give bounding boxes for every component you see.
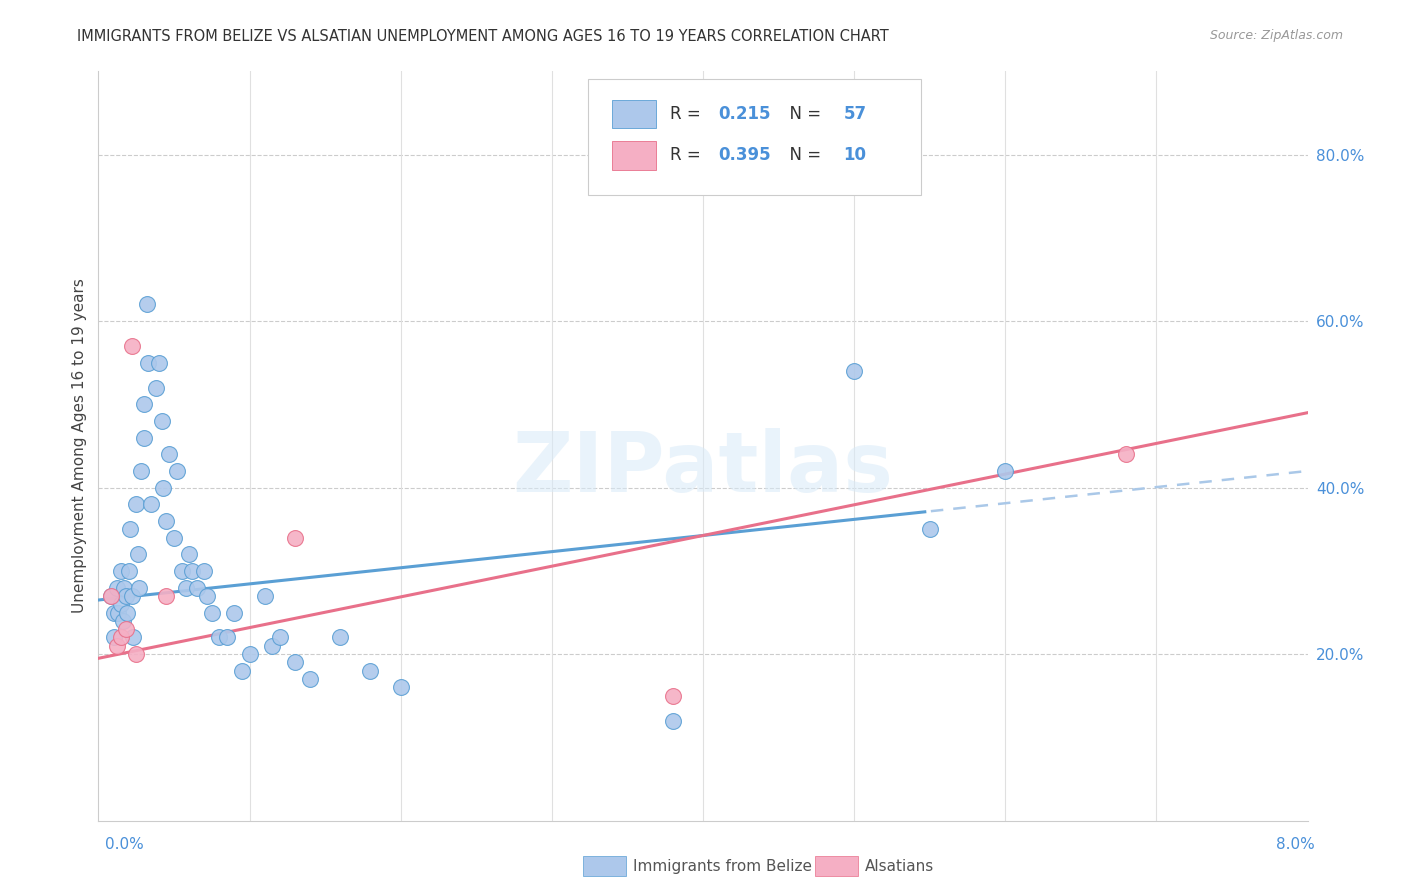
Point — [201, 606, 224, 620]
Point — [132, 431, 155, 445]
Point — [231, 664, 253, 678]
Point — [125, 497, 148, 511]
Point — [148, 356, 170, 370]
Text: R =: R = — [671, 146, 706, 164]
Text: Immigrants from Belize: Immigrants from Belize — [633, 859, 811, 873]
Point — [114, 589, 136, 603]
Point — [132, 397, 155, 411]
Point — [208, 631, 231, 645]
Text: 57: 57 — [844, 105, 866, 123]
FancyBboxPatch shape — [613, 100, 655, 128]
Text: N =: N = — [779, 105, 827, 123]
Point — [284, 531, 307, 545]
Point — [103, 606, 125, 620]
Point — [110, 631, 132, 645]
Point — [120, 522, 142, 536]
Point — [121, 339, 143, 353]
Text: IMMIGRANTS FROM BELIZE VS ALSATIAN UNEMPLOYMENT AMONG AGES 16 TO 19 YEARS CORREL: IMMIGRANTS FROM BELIZE VS ALSATIAN UNEMP… — [77, 29, 889, 44]
Point — [186, 581, 208, 595]
FancyBboxPatch shape — [613, 141, 655, 169]
Point — [224, 606, 246, 620]
Text: Alsatians: Alsatians — [865, 859, 934, 873]
Point — [253, 589, 276, 603]
Point — [128, 581, 150, 595]
Point — [163, 531, 186, 545]
Point — [193, 564, 215, 578]
Point — [127, 547, 149, 561]
Point — [118, 564, 141, 578]
Point — [152, 481, 174, 495]
Point — [166, 464, 188, 478]
Point — [661, 689, 683, 703]
Point — [100, 589, 122, 603]
Point — [299, 672, 322, 686]
Point — [159, 447, 181, 461]
Point — [360, 664, 382, 678]
Point — [269, 631, 291, 645]
Point — [129, 464, 152, 478]
Point — [111, 614, 134, 628]
Text: 10: 10 — [844, 146, 866, 164]
Point — [125, 647, 148, 661]
Point — [155, 514, 177, 528]
Text: N =: N = — [779, 146, 827, 164]
Point — [136, 356, 159, 370]
Y-axis label: Unemployment Among Ages 16 to 19 years: Unemployment Among Ages 16 to 19 years — [72, 278, 87, 614]
Text: 0.395: 0.395 — [718, 146, 772, 164]
Text: 8.0%: 8.0% — [1275, 838, 1315, 852]
Point — [215, 631, 238, 645]
Point — [115, 606, 138, 620]
Point — [110, 597, 132, 611]
Point — [150, 414, 173, 428]
Point — [105, 581, 128, 595]
Text: Source: ZipAtlas.com: Source: ZipAtlas.com — [1209, 29, 1343, 42]
Point — [100, 589, 122, 603]
Text: 0.215: 0.215 — [718, 105, 772, 123]
Text: 0.0%: 0.0% — [105, 838, 145, 852]
Point — [145, 381, 167, 395]
Point — [284, 656, 307, 670]
Point — [181, 564, 204, 578]
Point — [918, 522, 941, 536]
Point — [121, 589, 143, 603]
Point — [135, 297, 157, 311]
Point — [103, 631, 125, 645]
Point — [389, 681, 412, 695]
Point — [844, 364, 866, 378]
Point — [994, 464, 1017, 478]
Point — [239, 647, 262, 661]
FancyBboxPatch shape — [588, 78, 921, 195]
Point — [329, 631, 352, 645]
Point — [1115, 447, 1137, 461]
Point — [174, 581, 197, 595]
Point — [105, 639, 128, 653]
Point — [155, 589, 177, 603]
Point — [170, 564, 193, 578]
Point — [262, 639, 284, 653]
Point — [110, 564, 132, 578]
Point — [661, 714, 683, 728]
Point — [112, 581, 135, 595]
Point — [107, 606, 129, 620]
Point — [179, 547, 201, 561]
Point — [122, 631, 145, 645]
Text: R =: R = — [671, 105, 706, 123]
Point — [195, 589, 218, 603]
Text: ZIPatlas: ZIPatlas — [513, 428, 893, 509]
Point — [141, 497, 163, 511]
Point — [114, 622, 136, 636]
